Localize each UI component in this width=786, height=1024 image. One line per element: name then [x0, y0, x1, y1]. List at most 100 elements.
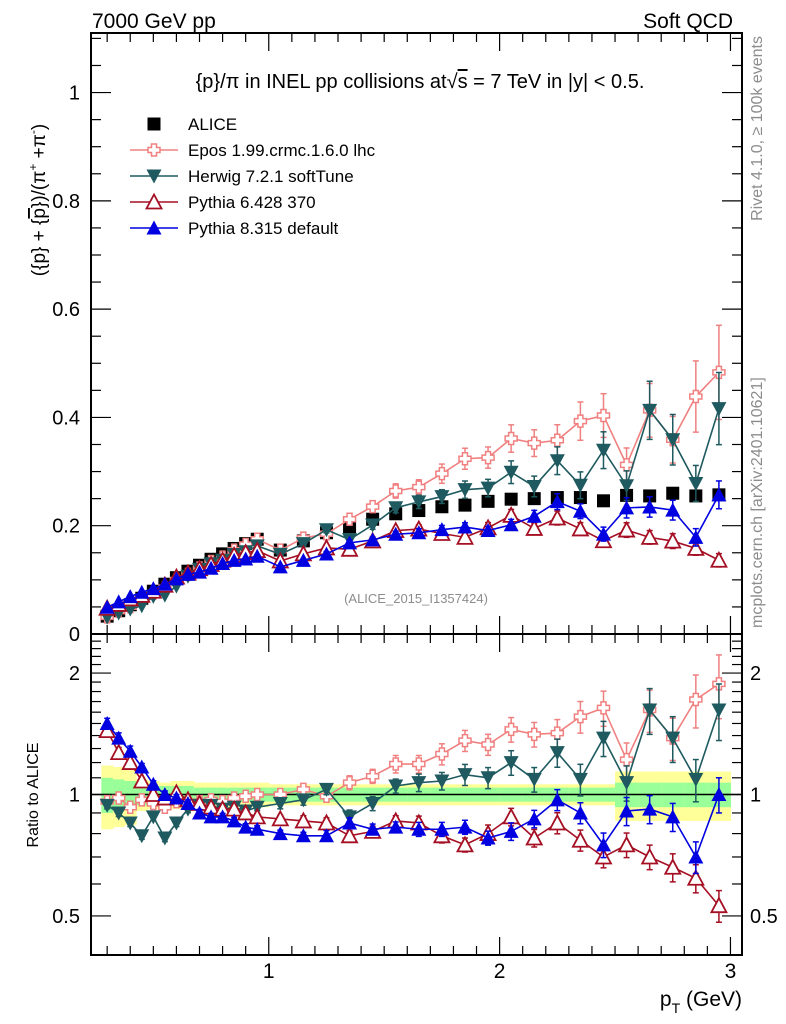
ratio-tick-label: 0.5	[52, 906, 80, 928]
series-2-ratio-point	[98, 721, 117, 739]
series-1-ratio-point	[272, 796, 288, 811]
legend-label: Epos 1.99.crmc.1.6.0 lhc	[188, 141, 376, 160]
series-0-ratio-point	[388, 757, 403, 771]
series-2-point	[617, 520, 636, 538]
alice-point	[596, 494, 610, 508]
series-1-point	[480, 481, 496, 496]
series-1-point	[411, 495, 427, 510]
series-1-point	[642, 403, 658, 418]
series-1-ratio-point	[388, 779, 404, 794]
series-3-point	[99, 599, 115, 614]
series-2-ratio-point	[548, 813, 567, 831]
ratio-tick-label-right: 1	[750, 785, 761, 807]
series-1-point	[619, 479, 635, 494]
x-tick-label: 1	[263, 960, 275, 983]
y-axis-label: ({p} + {p})/(π+ +π-)	[26, 124, 50, 276]
series-3-point	[168, 571, 184, 586]
series-3-point	[180, 566, 196, 581]
series-3-point	[711, 487, 727, 502]
series-3-ratio-point	[203, 809, 219, 824]
series-0-point	[458, 451, 472, 466]
series-1-point	[549, 454, 565, 469]
series-3-ratio-point	[318, 828, 334, 843]
series-3-ratio-point	[180, 795, 196, 810]
ratio-tick-label-right: 0.5	[750, 906, 778, 928]
series-2-ratio-point	[709, 896, 728, 914]
alice-point	[435, 500, 449, 514]
series-3-ratio-point	[457, 819, 473, 834]
series-1-ratio-line	[106, 708, 720, 840]
series-3-point	[388, 526, 404, 541]
series-0-point	[365, 499, 380, 514]
series-1-ratio-point	[122, 816, 138, 831]
series-3-ratio-point	[526, 811, 542, 826]
header-left: 7000 GeV pp	[92, 10, 216, 33]
series-3-ratio-point	[688, 849, 704, 864]
series-3-ratio-point	[619, 803, 635, 818]
series-1-point	[318, 523, 334, 538]
series-3-ratio-point	[99, 715, 115, 730]
series-1-point	[365, 518, 381, 533]
series-1-ratio-point	[665, 731, 681, 746]
series-3-ratio-point	[111, 730, 127, 745]
series-2-point	[709, 550, 728, 568]
x-tick-label: 3	[725, 960, 737, 983]
series-1-point	[688, 477, 704, 492]
legend-marker	[147, 117, 161, 131]
series-3-line	[106, 494, 720, 608]
series-3-ratio-point	[238, 819, 254, 834]
series-3-point	[318, 546, 334, 561]
series-1-point	[665, 433, 681, 448]
series-0-point	[596, 408, 611, 423]
series-1-ratio-point	[145, 810, 161, 825]
series-0-ratio-point	[135, 793, 149, 807]
series-1-point	[595, 443, 611, 458]
series-0-ratio-point	[123, 800, 137, 814]
series-3-point	[619, 500, 635, 515]
series-3-ratio-point	[549, 792, 565, 807]
ratio-panel: 1 2 3 0.5 0.5 1 1 2 2	[52, 633, 778, 983]
series-3-point	[342, 535, 358, 550]
series-1-point	[526, 479, 542, 494]
series-1-point	[572, 478, 588, 493]
legend-marker	[146, 169, 162, 184]
series-0-ratio-point	[412, 757, 426, 771]
series-1-ratio-point	[688, 772, 704, 787]
series-1-ratio-point	[549, 746, 565, 761]
series-1-point	[503, 465, 519, 480]
legend-label: Pythia 6.428 370	[188, 193, 316, 212]
ratio-tick-label: 2	[69, 663, 80, 685]
x-axis-label: pT (GeV)	[660, 988, 742, 1016]
series-0-ratio-point	[342, 775, 357, 790]
y-tick-label: 0.2	[52, 516, 80, 538]
series-1-point	[434, 490, 450, 505]
series-3-ratio-point	[272, 826, 288, 841]
series-1-ratio-point	[318, 782, 334, 797]
legend-label: ALICE	[188, 115, 237, 134]
series-3-point	[411, 525, 427, 540]
series-1-ratio-point	[572, 772, 588, 787]
series-2-ratio-point	[236, 803, 255, 821]
series-3-ratio-point	[388, 819, 404, 834]
series-3-point	[572, 503, 588, 518]
series-1-ratio-point	[642, 703, 658, 718]
series-2-ratio-point	[340, 826, 359, 844]
alice-point	[481, 494, 495, 508]
legend-marker	[144, 192, 164, 210]
series-3-point	[272, 559, 288, 574]
series-2-point	[686, 538, 705, 556]
series-0-ratio-point	[596, 701, 611, 715]
series-0-ratio-point	[619, 752, 634, 767]
series-3-ratio-point	[226, 813, 242, 828]
series-3-ratio-line	[106, 722, 720, 859]
legend-label: Herwig 7.2.1 softTune	[188, 167, 354, 186]
series-2-ratio-point	[502, 807, 521, 825]
series-1-ratio-point	[480, 771, 496, 786]
alice-point	[643, 489, 657, 503]
series-0-ratio-point	[238, 789, 253, 804]
series-0-ratio-point	[250, 787, 264, 802]
series-2-ratio-point	[571, 830, 590, 848]
series-3-point	[111, 594, 127, 609]
series-0-point	[412, 480, 426, 494]
series-1-ratio-point	[99, 798, 115, 813]
